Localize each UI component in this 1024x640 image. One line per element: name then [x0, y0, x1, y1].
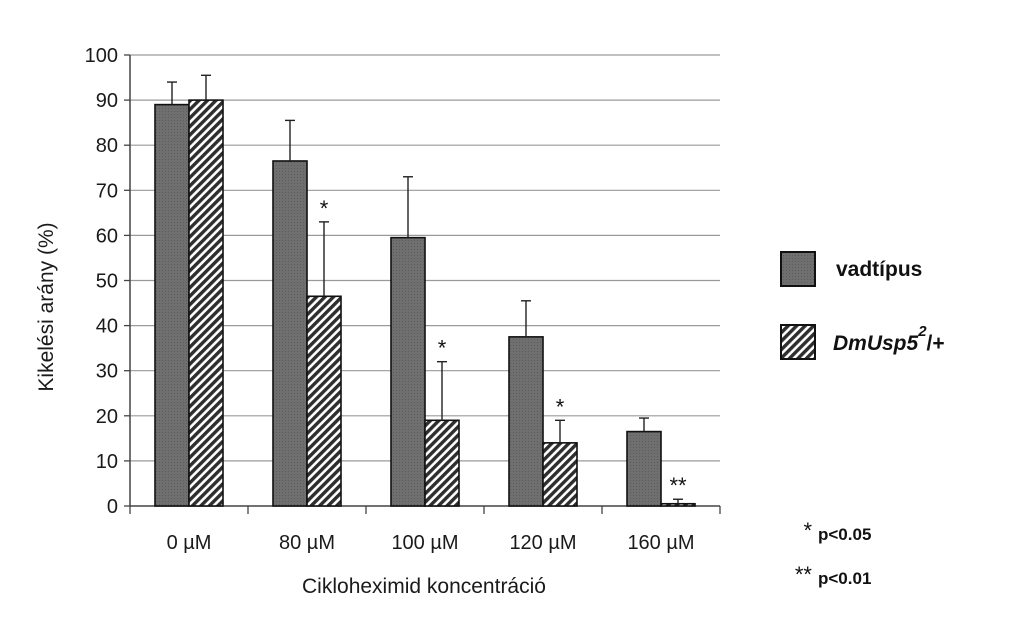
legend-mutant-name: DmUsp5: [833, 332, 919, 355]
labels: 0 10 20 30 40 50 60 70 80 90 100 0 µM 80 µM * 100 µM * 1…: [85, 45, 695, 554]
bar: [508, 336, 544, 507]
x-tick-label: 0 µM: [167, 532, 212, 554]
legend-label-wildtype: vadtípus: [836, 258, 922, 281]
significance-note-1: * p<0.05: [803, 518, 871, 544]
legend-item-wildtype: vadtípus: [780, 251, 922, 287]
y-tick-label: 90: [96, 90, 118, 112]
y-axis-title: Kikelési arány (%): [35, 222, 58, 391]
bar: [272, 160, 308, 507]
bar: [188, 99, 224, 507]
legend-item-mutant: DmUsp52/+: [780, 323, 945, 360]
y-tick-label: 40: [96, 316, 118, 338]
x-tick-label: 100 µM: [391, 532, 458, 554]
legend-swatch-mutant: [780, 324, 816, 360]
significance-text-1: p<0.05: [818, 525, 871, 544]
bar: [154, 103, 190, 507]
y-tick-label: 10: [96, 451, 118, 473]
bar: [424, 419, 460, 507]
y-tick-label: 80: [96, 135, 118, 157]
bars: [154, 74, 696, 507]
legend-swatch-wildtype: [780, 251, 816, 287]
y-tick-label: 0: [107, 496, 118, 518]
y-tick-label: 50: [96, 271, 118, 293]
legend: vadtípus DmUsp52/+: [780, 251, 945, 360]
significance-symbol-2: **: [795, 562, 813, 587]
x-tick-label: 80 µM: [279, 532, 335, 554]
y-tick-label: 70: [96, 180, 118, 202]
y-tick-label: 20: [96, 406, 118, 428]
bar: [306, 295, 342, 507]
x-axis-title: Cikloheximid koncentráció: [302, 575, 546, 598]
bar: [626, 430, 662, 507]
significance-annotation: *: [320, 196, 329, 221]
significance-annotation: *: [438, 336, 447, 361]
y-tick-label: 30: [96, 361, 118, 383]
legend-mutant-superscript: 2: [917, 323, 927, 340]
x-tick-label: 160 µM: [627, 532, 694, 554]
significance-symbol-1: *: [803, 518, 812, 543]
bar: [660, 502, 696, 507]
bar: [542, 442, 578, 507]
legend-label-mutant: DmUsp52/+: [833, 323, 945, 355]
bar: [390, 236, 426, 507]
significance-note-2: ** p<0.01: [795, 562, 872, 588]
x-tick-label: 120 µM: [509, 532, 576, 554]
y-tick-label: 100: [85, 45, 118, 67]
legend-mutant-suffix: /+: [927, 332, 945, 355]
significance-annotation: **: [669, 473, 687, 498]
significance-annotation: *: [556, 394, 565, 419]
significance-text-2: p<0.01: [818, 569, 871, 588]
y-tick-label: 60: [96, 225, 118, 247]
